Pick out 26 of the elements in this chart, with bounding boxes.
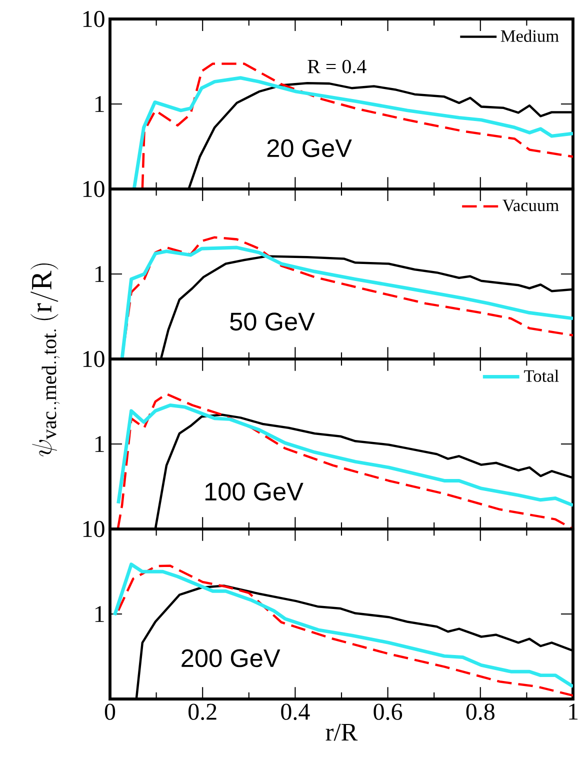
x-tick-label: 0.2 [188,704,216,720]
y-tick-label: 1 [95,266,104,282]
legend-label: Vacuum [502,200,559,212]
annotation: R = 0.4 [308,60,366,74]
x-tick-label: 0.8 [466,704,494,720]
y-tick-label: 10 [83,350,104,368]
legend-label: Total [524,370,559,382]
x-tick-label: 1 [569,704,578,720]
annotation: 50 GeV [230,312,315,331]
annotation: 200 GeV [182,649,280,668]
x-axis-title: r/R [326,724,358,741]
y-tick-label: 1 [95,436,104,452]
y-axis-title: $\psi_{\mathrm{vac.,med.,tot.}}\,(\mathrm{r/R})$ [30,263,60,456]
line-series [116,392,573,530]
annotation: 100 GeV [205,482,304,501]
y-tick-label: 10 [83,10,104,28]
x-tick-label: 0.6 [374,704,402,720]
y-tick-label: 10 [83,520,104,538]
x-tick-label: 0 [104,704,116,720]
y-tick-label: 10 [83,180,104,198]
y-tick-label: 1 [95,96,104,112]
legend-label: Medium [500,30,559,42]
y-tick-label: 1 [95,606,104,622]
x-tick-label: 0.4 [281,704,310,720]
annotation: 20 GeV [267,139,352,158]
line-series [116,403,573,508]
